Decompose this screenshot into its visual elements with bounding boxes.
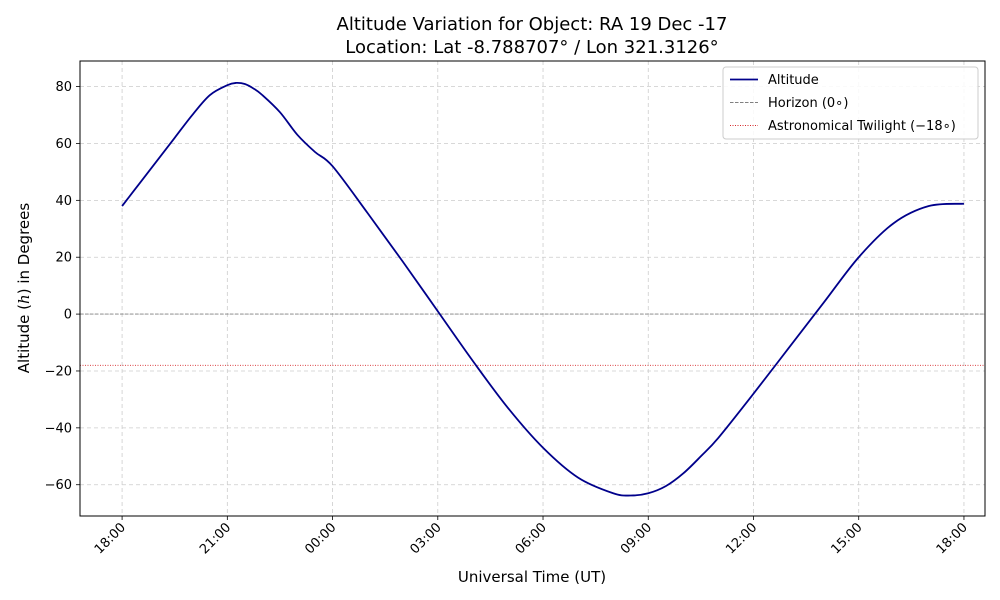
y-axis-label-var: h [15, 294, 33, 304]
x-axis-ticks: 18:00 21:00 00:00 03:00 06:00 09:00 12:00 15:00… [92, 516, 971, 557]
x-tick-label: 03:00 [408, 520, 445, 557]
y-tick-label: 20 [55, 251, 72, 266]
series [121, 81, 965, 497]
x-tick-label: 09:00 [618, 520, 655, 557]
chart-title-line2: Location: Lat -8.788707° / Lon 321.3126° [345, 37, 718, 58]
y-axis-label: Altitude (h) in Degrees [15, 203, 33, 374]
legend-label-twilight: Astronomical Twilight (−18∘) [768, 119, 956, 134]
y-axis-label-part2: ) in Degrees [15, 203, 33, 295]
y-tick-label: −20 [45, 364, 72, 379]
x-tick-label: 18:00 [934, 520, 971, 557]
y-tick-label: 40 [55, 194, 72, 209]
y-axis-ticks: −60 −40 −20 0 20 40 60 80 [45, 80, 80, 493]
y-tick-label: 0 [64, 308, 72, 323]
x-tick-label: 21:00 [197, 520, 234, 557]
x-tick-label: 06:00 [513, 520, 550, 557]
legend: Altitude Horizon (0∘) Astronomical Twili… [722, 66, 979, 140]
x-tick-label: 18:00 [92, 520, 129, 557]
altitude-series-line [121, 81, 965, 497]
x-tick-label: 12:00 [723, 520, 760, 557]
chart-title-line1: Altitude Variation for Object: RA 19 Dec… [337, 14, 728, 35]
x-axis-label: Universal Time (UT) [458, 568, 606, 586]
grid [80, 61, 985, 516]
x-tick-label: 15:00 [828, 520, 865, 557]
legend-label-altitude: Altitude [768, 73, 819, 88]
y-tick-label: −60 [45, 478, 72, 493]
x-tick-label: 00:00 [302, 520, 339, 557]
legend-label-horizon: Horizon (0∘) [768, 96, 848, 111]
y-axis-label-part1: Altitude ( [15, 304, 33, 373]
y-tick-label: 60 [55, 137, 72, 152]
y-tick-label: −40 [45, 421, 72, 436]
reference-lines [80, 313, 985, 366]
plot-frame [79, 60, 986, 517]
y-tick-label: 80 [55, 80, 72, 95]
legend-box [722, 66, 979, 140]
